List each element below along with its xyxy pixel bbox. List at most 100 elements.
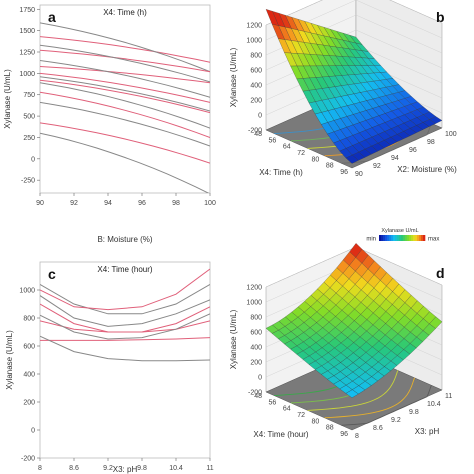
series-line-13	[40, 132, 210, 193]
y-tick-label: 0	[31, 156, 35, 163]
y-tick-label: 200	[23, 400, 35, 407]
panel-a: 90 92 94 96 98 100 -250 0 250 500 750 1000 1250 1500 1…	[3, 4, 216, 244]
color-legend: Xylanase U/mL min max	[366, 228, 439, 243]
floor-contour-3	[324, 377, 415, 419]
x-tick-label: 88	[326, 163, 334, 170]
series-line-5	[40, 313, 210, 340]
y-tick-label: 1000	[19, 71, 35, 78]
x-tick-label: 96	[340, 431, 348, 438]
series-line-9	[40, 82, 210, 129]
legend-swatch	[381, 235, 384, 241]
legend-swatch	[399, 235, 402, 241]
z-tick-label: -200	[248, 390, 262, 397]
x-tick-label: 64	[283, 406, 291, 413]
z-tick-label: 600	[250, 68, 262, 75]
legend-swatch	[383, 235, 386, 241]
y-tick-label: 90	[355, 171, 363, 178]
legend-max: max	[428, 237, 439, 243]
x-tick-label: 92	[70, 200, 78, 207]
x-axis-label: B: Moisture (%)	[97, 235, 152, 244]
z-tick-label: 400	[250, 345, 262, 352]
x-tick-label: 48	[254, 393, 262, 400]
x-tick-label: 48	[254, 131, 262, 138]
z-tick-label: -200	[248, 128, 262, 135]
legend-swatch	[417, 235, 420, 241]
x-tick-label: 72	[297, 150, 305, 157]
x-tick-label: 80	[312, 156, 320, 163]
x-tick-label: 96	[340, 169, 348, 176]
x-tick-label: 9.2	[103, 465, 113, 472]
panel-title: X4: Time (h)	[103, 8, 147, 17]
y-tick-label: 1250	[19, 50, 35, 57]
series-line-0	[40, 36, 210, 63]
z-axis-label: Xylanase (U/mL)	[229, 47, 238, 107]
legend-swatch	[409, 235, 412, 241]
surface-patch	[345, 389, 359, 398]
legend-swatch	[393, 235, 396, 241]
series-line-4	[40, 66, 210, 84]
series-line-6	[40, 72, 210, 103]
plot-frame	[39, 4, 211, 194]
legend-swatch	[385, 235, 388, 241]
panel-letter: b	[436, 9, 445, 25]
series-line-6	[40, 337, 210, 341]
y-tick-label: 8	[355, 433, 359, 440]
y-tick-label: 9.8	[409, 409, 419, 416]
x-tick-label: 88	[326, 425, 334, 432]
y-tick-label: 1750	[19, 7, 35, 14]
legend-swatch	[419, 235, 422, 241]
y-tick-label: 100	[445, 131, 457, 138]
x-tick-label: 8	[38, 465, 42, 472]
y-tick-label: 1000	[19, 288, 35, 295]
z-tick-label: 1000	[246, 38, 262, 45]
z-axis-label: Xylanase (U/mL)	[229, 309, 238, 369]
y-axis-label: Xylanase (U/mL)	[5, 330, 14, 390]
legend-swatch	[391, 235, 394, 241]
y-tick-label: 250	[23, 135, 35, 142]
y-axis-label: X3: pH	[415, 427, 440, 436]
series-line-7	[40, 76, 210, 112]
y-tick-label: -250	[21, 178, 35, 185]
y-tick-label: 600	[23, 344, 35, 351]
series-line-2	[40, 49, 210, 73]
legend-swatch	[405, 235, 408, 241]
z-tick-label: 600	[250, 330, 262, 337]
x-tick-label: 56	[269, 399, 277, 406]
y-tick-label: 750	[23, 92, 35, 99]
y-tick-label: 96	[409, 147, 417, 154]
legend-swatch	[397, 235, 400, 241]
y-tick-label: 94	[391, 155, 399, 162]
panel-letter: c	[48, 266, 56, 282]
panel-d: -200 0 200 400 600 800 1000 1200 48 56 64 72 80 88 96 8…	[229, 243, 452, 440]
y-tick-label: 500	[23, 114, 35, 121]
x-tick-label: 72	[297, 412, 305, 419]
x-tick-label: 10.4	[169, 465, 183, 472]
floor-contour-4	[341, 385, 432, 426]
legend-title: Xylanase U/mL	[381, 228, 418, 234]
legend-min: min	[366, 237, 376, 243]
x-tick-label: 100	[204, 200, 216, 207]
series-line-11	[40, 101, 210, 147]
legend-swatch	[407, 235, 410, 241]
legend-swatch	[423, 235, 426, 241]
x-tick-label: 96	[138, 200, 146, 207]
floor-contour-2	[307, 370, 399, 411]
wall-grid	[265, 0, 443, 26]
legend-swatch	[421, 235, 424, 241]
z-tick-label: 800	[250, 53, 262, 60]
legend-swatch	[411, 235, 414, 241]
x-tick-label: 9.8	[137, 465, 147, 472]
z-tick-label: 200	[250, 360, 262, 367]
z-tick-label: 1200	[246, 23, 262, 30]
series-line-4	[40, 320, 210, 333]
x-tick-label: 90	[36, 200, 44, 207]
y-tick-label: 11	[445, 393, 452, 400]
x-tick-label: 56	[269, 137, 277, 144]
x-tick-label: 11	[206, 465, 213, 472]
series-line-8	[40, 79, 210, 114]
series-line-2	[40, 295, 210, 327]
y-tick-label: 9.2	[391, 417, 401, 424]
series-line-5	[40, 60, 210, 98]
legend-swatch	[401, 235, 404, 241]
